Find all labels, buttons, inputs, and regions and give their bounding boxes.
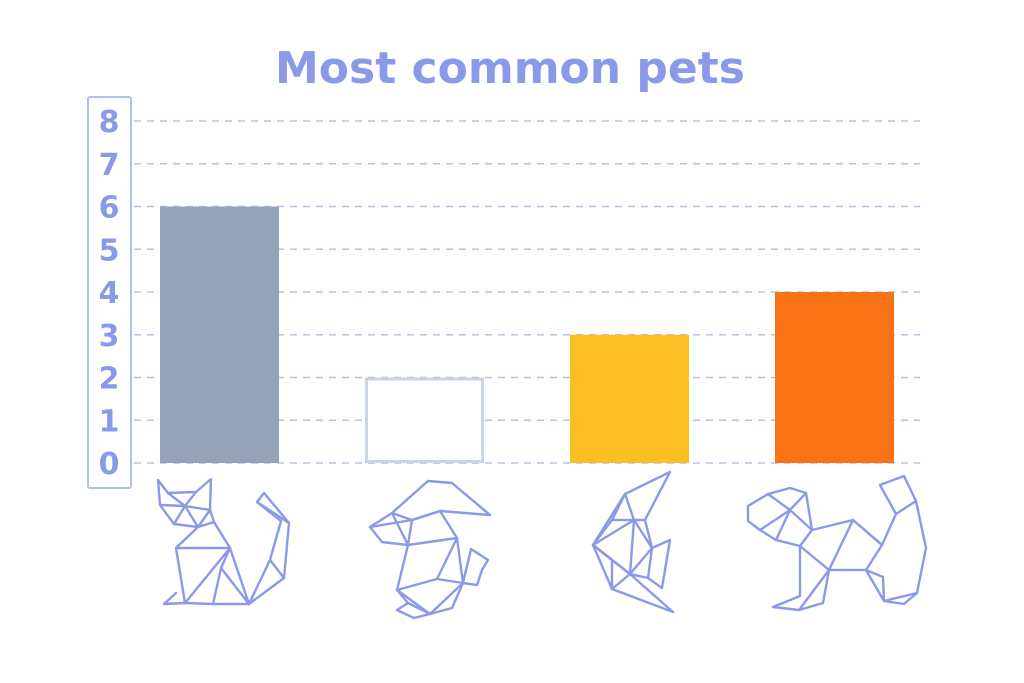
cat-icon bbox=[156, 477, 291, 606]
y-tick-label: 2 bbox=[99, 362, 120, 397]
y-axis-ticks: 0 1 2 3 4 5 6 7 8 bbox=[99, 105, 120, 482]
chart-title: Most common pets bbox=[275, 43, 745, 94]
y-tick-label: 1 bbox=[99, 404, 120, 439]
y-tick-label: 5 bbox=[99, 233, 120, 268]
fish-icon bbox=[591, 470, 675, 614]
y-tick-label: 8 bbox=[99, 105, 120, 140]
rabbit-icon bbox=[368, 479, 492, 620]
y-tick-label: 7 bbox=[99, 148, 120, 183]
y-axis-frame bbox=[87, 96, 132, 489]
y-tick-label: 0 bbox=[99, 447, 120, 482]
y-tick-label: 6 bbox=[99, 191, 120, 226]
dog-icon bbox=[746, 474, 928, 612]
y-tick-label: 4 bbox=[99, 276, 120, 311]
y-tick-label: 3 bbox=[99, 319, 120, 354]
bar-cat bbox=[160, 206, 279, 463]
bar-fish bbox=[570, 334, 689, 463]
bars bbox=[160, 206, 894, 463]
bar-dog bbox=[775, 292, 894, 463]
bar-rabbit bbox=[365, 377, 484, 463]
